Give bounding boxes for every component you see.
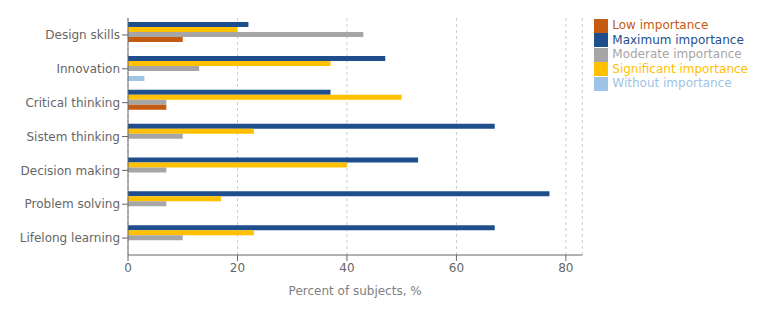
svg-text:Innovation: Innovation	[56, 62, 120, 76]
svg-text:Sistem thinking: Sistem thinking	[26, 130, 120, 144]
svg-text:60: 60	[449, 261, 464, 275]
svg-text:0: 0	[124, 261, 132, 275]
svg-text:Problem solving: Problem solving	[25, 197, 120, 211]
svg-text:Percent of subjects, %: Percent of subjects, %	[289, 284, 422, 298]
html-text:Significant importance: Significant importance	[612, 61, 748, 76]
html-text:Low importance: Low importance	[612, 18, 709, 32]
svg-text:80: 80	[558, 261, 573, 275]
svg-text:Design skills: Design skills	[45, 28, 120, 42]
html-text:Without importance: Without importance	[612, 76, 732, 90]
html-text:Moderate importance: Moderate importance	[612, 47, 742, 61]
svg-text:40: 40	[339, 261, 354, 275]
svg-text:Lifelong learning: Lifelong learning	[20, 231, 120, 245]
svg-text:20: 20	[230, 261, 245, 275]
svg-text:Decision making: Decision making	[21, 164, 120, 178]
svg-text:Critical thinking: Critical thinking	[25, 96, 120, 110]
html-text:Maximum importance: Maximum importance	[612, 32, 744, 47]
